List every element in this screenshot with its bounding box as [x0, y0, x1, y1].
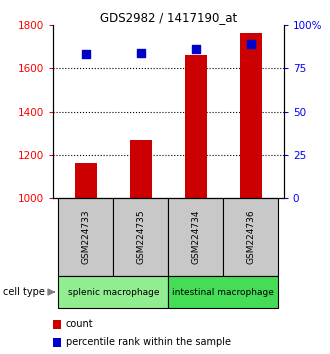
Bar: [58, 198, 113, 276]
Bar: [240, 33, 262, 198]
Text: GSM224735: GSM224735: [136, 210, 145, 264]
Bar: [113, 198, 168, 276]
Text: percentile rank within the sample: percentile rank within the sample: [66, 337, 231, 348]
Bar: [75, 163, 97, 198]
Text: GSM224733: GSM224733: [81, 210, 90, 264]
Point: [138, 50, 144, 55]
Bar: [58, 276, 168, 308]
Point: [193, 46, 198, 52]
Bar: [130, 140, 152, 198]
Title: GDS2982 / 1417190_at: GDS2982 / 1417190_at: [100, 11, 237, 24]
Bar: [168, 276, 278, 308]
Point: [248, 41, 253, 47]
Bar: [168, 198, 223, 276]
Text: splenic macrophage: splenic macrophage: [68, 287, 159, 297]
Text: cell type: cell type: [3, 287, 45, 297]
Point: [83, 51, 88, 57]
Text: intestinal macrophage: intestinal macrophage: [172, 287, 274, 297]
Bar: [223, 198, 278, 276]
Text: GSM224734: GSM224734: [191, 210, 200, 264]
Bar: [185, 55, 207, 198]
Text: GSM224736: GSM224736: [246, 210, 255, 264]
Text: count: count: [66, 319, 94, 329]
